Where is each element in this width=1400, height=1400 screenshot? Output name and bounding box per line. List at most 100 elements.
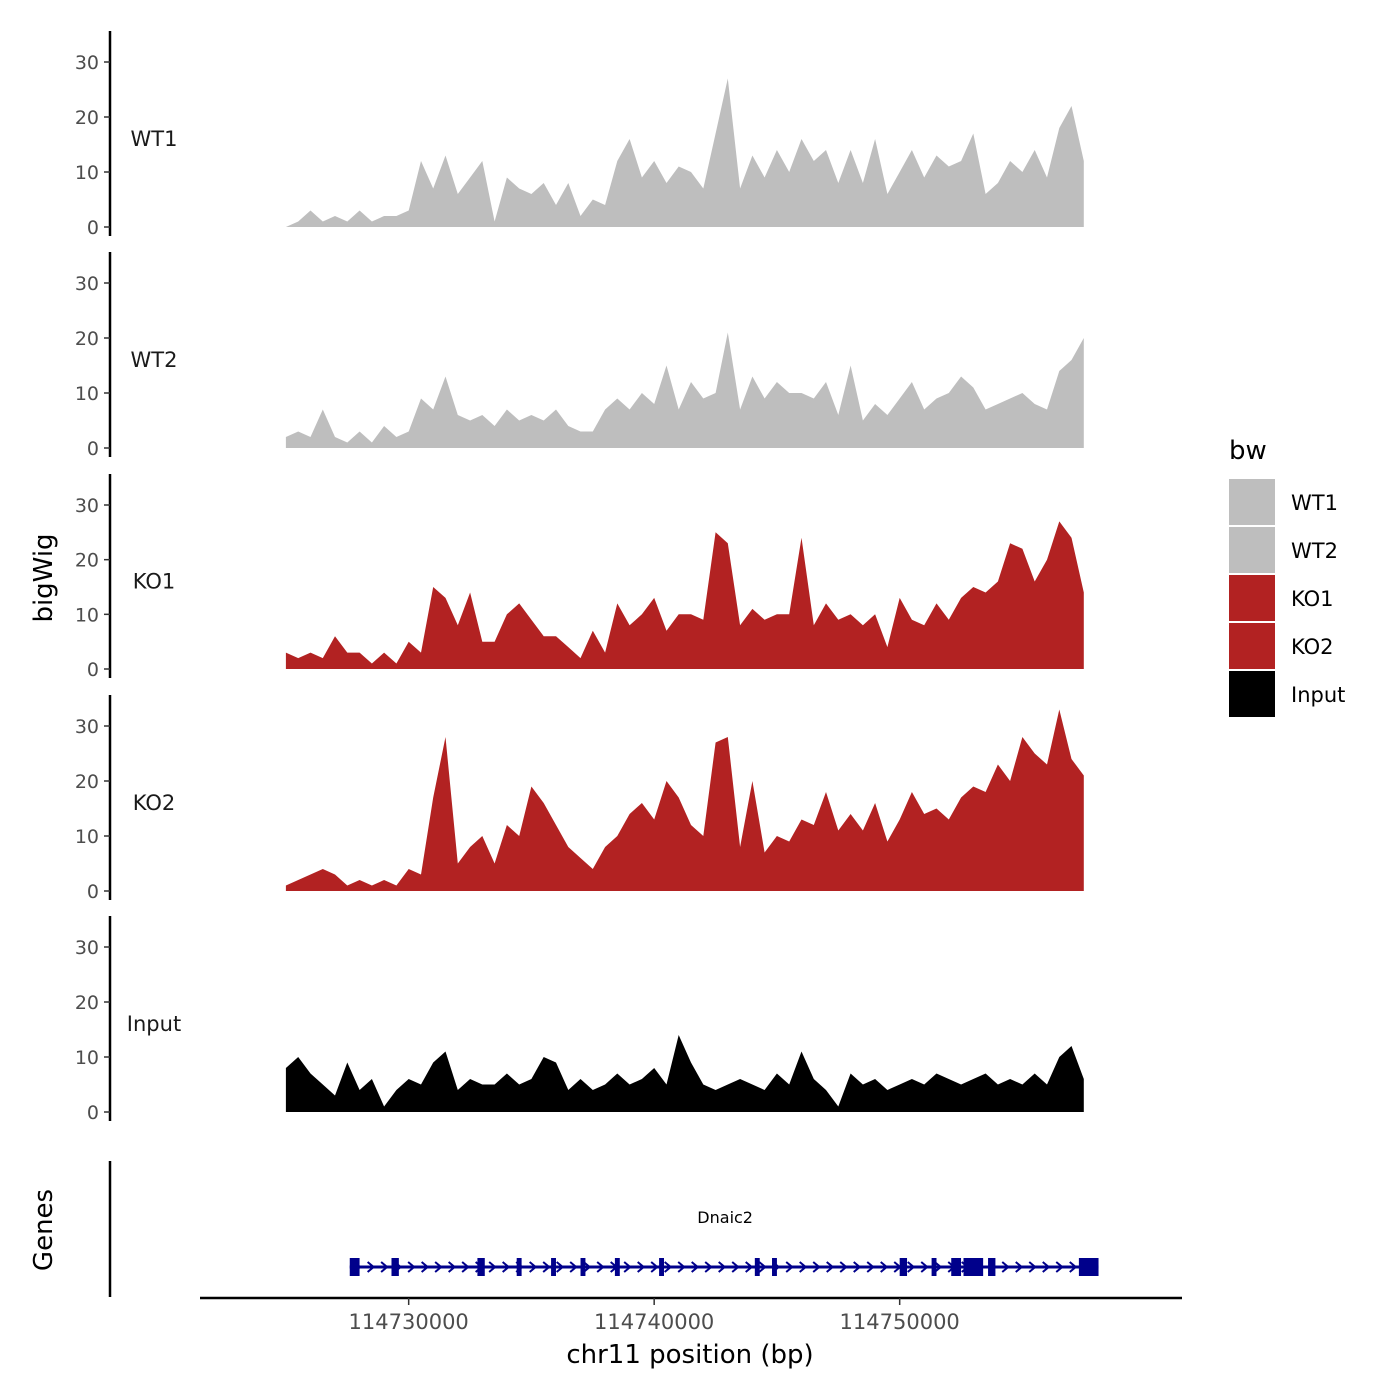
area-ko2 bbox=[285, 709, 1084, 891]
track-wt2: 0 10 20 30 WT2 bbox=[75, 252, 1084, 460]
gene-exon bbox=[551, 1258, 556, 1276]
track-label: WT2 bbox=[131, 348, 178, 372]
area-input bbox=[285, 1035, 1084, 1112]
gene-strand-arrow bbox=[785, 1261, 794, 1273]
x-tick-label: 114750000 bbox=[840, 1310, 960, 1334]
gene-strand-arrow bbox=[502, 1261, 511, 1273]
gene-strand-arrow bbox=[623, 1261, 632, 1273]
gene-exon bbox=[349, 1258, 360, 1276]
area-wt1 bbox=[285, 78, 1084, 227]
gene-strand-arrow bbox=[704, 1261, 713, 1273]
x-tick-label: 114740000 bbox=[594, 1310, 714, 1334]
y-tick-label: 0 bbox=[87, 659, 99, 681]
y-tick-label: 10 bbox=[75, 162, 99, 184]
gene-strand-arrow bbox=[447, 1261, 457, 1273]
y-tick-label: 20 bbox=[75, 771, 99, 793]
gene-strand-arrow bbox=[799, 1261, 808, 1273]
gene-strand-arrow bbox=[366, 1261, 376, 1273]
gene-exon bbox=[899, 1258, 908, 1276]
y-tick-label: 10 bbox=[75, 826, 99, 848]
legend-title: bw bbox=[1229, 436, 1267, 466]
x-axis: 114730000 114740000 114750000 bbox=[200, 1296, 1182, 1334]
gene-strand-arrow bbox=[853, 1261, 862, 1273]
gene-strand-arrow bbox=[718, 1261, 727, 1273]
gene-exon bbox=[580, 1258, 586, 1276]
gene-strand-arrow bbox=[569, 1261, 578, 1273]
legend-key-input bbox=[1229, 671, 1275, 717]
gene-strand-arrow bbox=[934, 1261, 943, 1273]
y-tick-label: 20 bbox=[75, 328, 99, 350]
gene-exon bbox=[754, 1258, 760, 1276]
track-ko2: 0 10 20 30 KO2 bbox=[75, 695, 1084, 903]
y-tick-label: 10 bbox=[75, 1047, 99, 1069]
gene-strand-arrow bbox=[880, 1261, 889, 1273]
gene-strand-arrow bbox=[596, 1261, 605, 1273]
gene-strand-arrow bbox=[529, 1261, 538, 1273]
gene-strand-arrow bbox=[1001, 1261, 1010, 1273]
gene-strand-arrow bbox=[826, 1261, 835, 1273]
gene-exon bbox=[477, 1258, 485, 1276]
legend-label-wt2: WT2 bbox=[1291, 539, 1338, 563]
gene-strand-arrow bbox=[488, 1261, 497, 1273]
gene-strand-arrow bbox=[637, 1261, 646, 1273]
gene-strand-arrow bbox=[650, 1261, 659, 1273]
track-label: KO1 bbox=[133, 570, 176, 594]
y-tick-label: 30 bbox=[75, 52, 99, 74]
gene-strand-arrow bbox=[461, 1261, 470, 1273]
gene-exon bbox=[659, 1258, 664, 1276]
gene-strand-arrow bbox=[1069, 1261, 1078, 1273]
gene-strand-arrow bbox=[812, 1261, 821, 1273]
x-axis-title: chr11 position (bp) bbox=[566, 1340, 813, 1370]
area-wt2 bbox=[285, 332, 1084, 448]
y-tick-label: 30 bbox=[75, 716, 99, 738]
y-tick-label: 0 bbox=[87, 217, 99, 239]
gene-exon bbox=[516, 1258, 522, 1276]
gene-exon bbox=[963, 1258, 984, 1276]
gene-strand-arrow bbox=[866, 1261, 875, 1273]
y-tick-label: 0 bbox=[87, 438, 99, 460]
legend-label-ko2: KO2 bbox=[1291, 635, 1334, 659]
gene-track: Dnaic2 bbox=[108, 1161, 1099, 1297]
legend-key-wt2 bbox=[1229, 527, 1275, 573]
gene-strand-arrow bbox=[1055, 1261, 1064, 1273]
gene-strand-arrow bbox=[745, 1261, 754, 1273]
legend-key-ko2 bbox=[1229, 623, 1275, 669]
gene-strand-arrow bbox=[434, 1261, 443, 1273]
y-tick-label: 30 bbox=[75, 273, 99, 295]
y-axis-title: bigWig bbox=[29, 533, 59, 622]
y-tick-label: 10 bbox=[75, 383, 99, 405]
gene-name-label: Dnaic2 bbox=[697, 1208, 753, 1227]
area-ko1 bbox=[285, 521, 1084, 669]
gene-strand-arrow bbox=[583, 1261, 592, 1273]
legend-label-input: Input bbox=[1291, 683, 1345, 707]
gene-strand-arrow bbox=[907, 1261, 916, 1273]
gene-exon bbox=[951, 1258, 962, 1276]
tracks-group: 0 10 20 30 WT1 0 10 20 30 WT2 0 10 20 30 KO1 0 10 20 30 KO2… bbox=[75, 31, 1084, 1124]
gene-strand-arrow bbox=[664, 1261, 673, 1273]
gene-strand-arrow bbox=[407, 1261, 416, 1273]
track-label: KO2 bbox=[133, 791, 176, 815]
x-tick-label: 114730000 bbox=[349, 1310, 469, 1334]
y-tick-label: 20 bbox=[75, 107, 99, 129]
gene-exon bbox=[614, 1258, 620, 1276]
y-tick-label: 30 bbox=[75, 937, 99, 959]
gene-strand-arrow bbox=[542, 1261, 551, 1273]
gene-strand-arrow bbox=[380, 1261, 389, 1273]
genes-axis-title: Genes bbox=[29, 1189, 59, 1271]
y-tick-label: 0 bbox=[87, 1102, 99, 1124]
legend-key-ko1 bbox=[1229, 575, 1275, 621]
gene-exon bbox=[391, 1258, 399, 1276]
track-ko1: 0 10 20 30 KO1 bbox=[75, 474, 1084, 681]
gene-exon bbox=[988, 1258, 996, 1276]
gene-strand-arrow bbox=[920, 1261, 929, 1273]
gene-strand-arrow bbox=[691, 1261, 700, 1273]
track-wt1: 0 10 20 30 WT1 bbox=[75, 31, 1084, 239]
legend-group: WT1 WT2 KO1 KO2 Input bbox=[1229, 479, 1345, 717]
legend-key-wt1 bbox=[1229, 479, 1275, 525]
gene-exon bbox=[931, 1258, 937, 1276]
gene-strand-arrow bbox=[677, 1261, 686, 1273]
legend-label-wt1: WT1 bbox=[1291, 491, 1338, 515]
gene-strand-arrow bbox=[420, 1261, 430, 1273]
gene-strand-arrow bbox=[1028, 1261, 1037, 1273]
